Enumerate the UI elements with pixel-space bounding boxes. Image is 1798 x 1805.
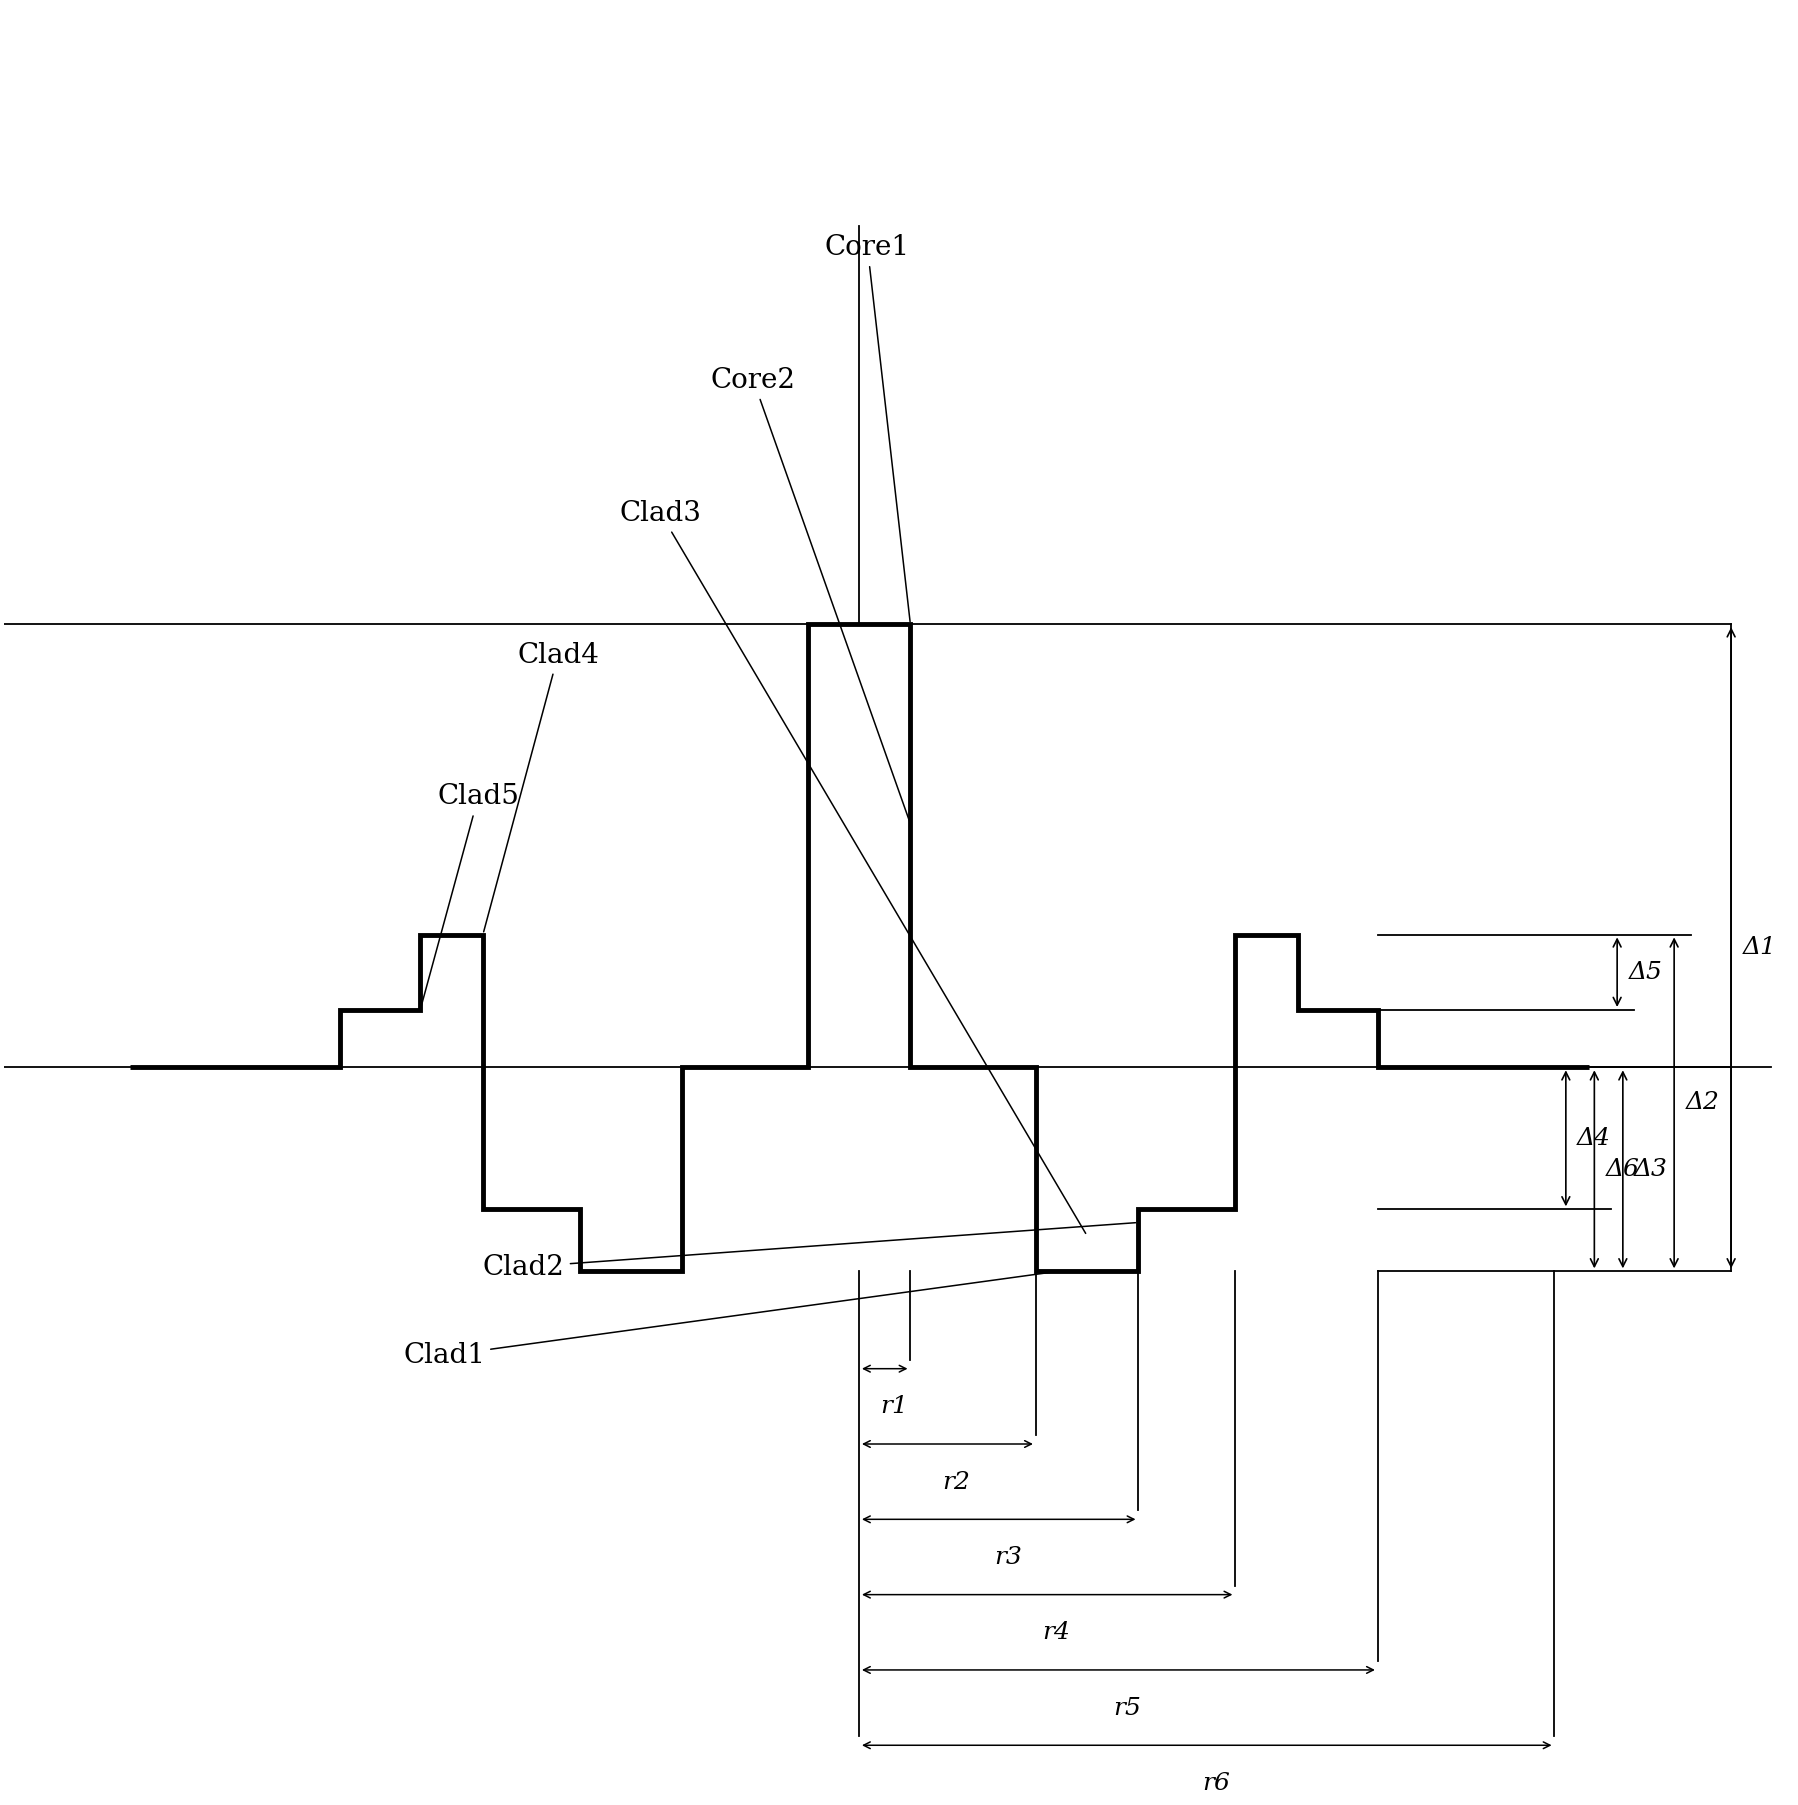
Text: Δ6: Δ6: [1606, 1157, 1640, 1180]
Text: Δ4: Δ4: [1577, 1126, 1611, 1150]
Text: r5: r5: [1113, 1697, 1142, 1720]
Text: Clad1: Clad1: [403, 1271, 1055, 1370]
Text: Δ1: Δ1: [1742, 937, 1776, 958]
Text: Clad5: Clad5: [421, 783, 520, 1007]
Text: r1: r1: [879, 1395, 908, 1419]
Text: r4: r4: [1043, 1621, 1070, 1644]
Text: r2: r2: [942, 1471, 971, 1493]
Text: Clad3: Clad3: [620, 500, 1086, 1233]
Text: Δ3: Δ3: [1634, 1157, 1669, 1180]
Text: r6: r6: [1201, 1773, 1230, 1794]
Text: Δ2: Δ2: [1685, 1092, 1719, 1114]
Text: Clad4: Clad4: [484, 643, 599, 931]
Text: Core1: Core1: [825, 235, 910, 621]
Text: Clad2: Clad2: [484, 1222, 1136, 1280]
Text: Core2: Core2: [710, 366, 910, 821]
Text: Δ5: Δ5: [1629, 960, 1663, 984]
Text: r3: r3: [994, 1545, 1021, 1569]
